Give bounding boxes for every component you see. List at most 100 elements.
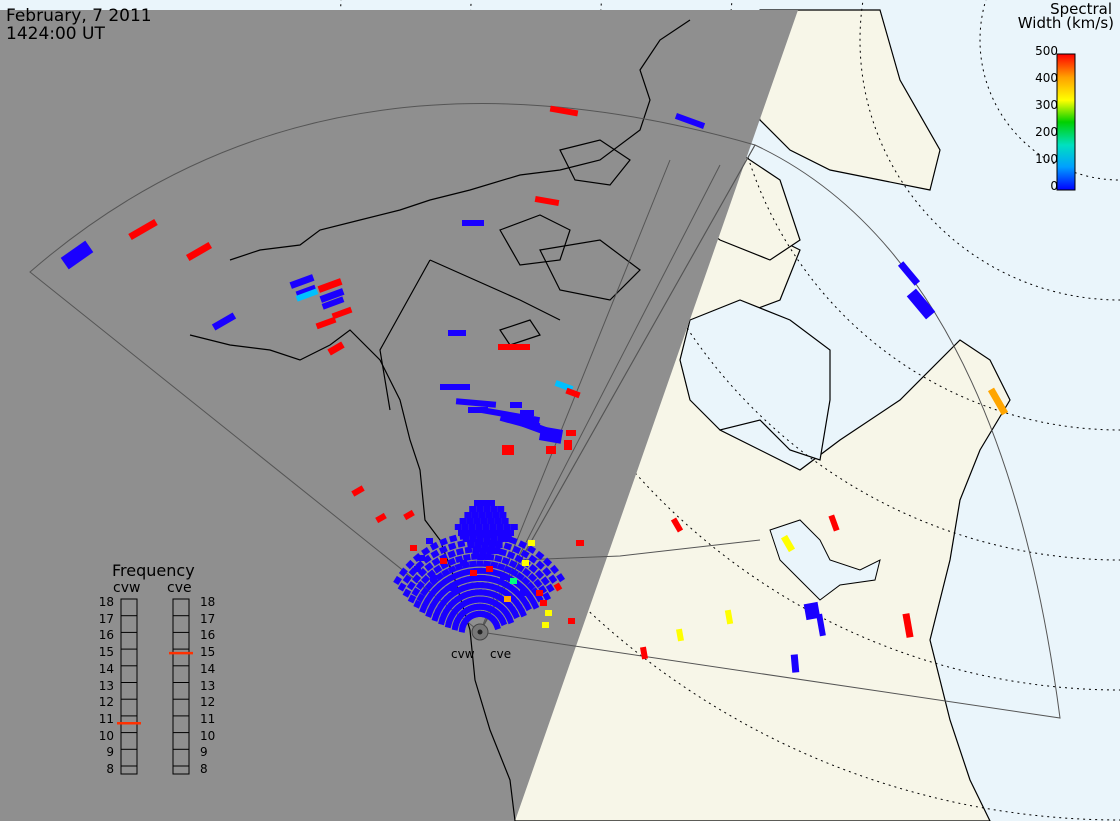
scatter-blob-cell (501, 518, 509, 524)
frequency-meter-cvw (120, 598, 138, 775)
scatter-fan-cell (422, 554, 432, 564)
scatter-blob-cell (473, 518, 481, 524)
scatter-cell (426, 538, 433, 544)
scatter-blob-cell (483, 506, 491, 512)
scatter-blob-cell (488, 542, 496, 548)
scatter-cell (317, 278, 343, 293)
scatter-cell (897, 261, 921, 286)
scatter-fan-cell (498, 617, 508, 627)
scatter-fan-cell (429, 541, 439, 551)
scatter-cell (520, 590, 527, 596)
scatter-fan-cell (521, 576, 531, 586)
scatter-fan-cell (449, 534, 458, 543)
scatter-cell (568, 618, 575, 624)
scatter-fan-cell (411, 587, 421, 597)
scatter-fan-cell (412, 574, 422, 584)
scatter-fan-cell (438, 545, 448, 554)
scatter-fan-cell (397, 582, 407, 592)
scatter-fan-cell (472, 574, 480, 582)
scatter-cell (780, 534, 796, 553)
scatter-fan-cell (447, 557, 457, 566)
frequency-tick-label: 14 (200, 661, 216, 676)
frequency-tick-label: 12 (200, 695, 216, 710)
scatter-fan-cell (542, 557, 553, 567)
scatter-fan-cell (424, 562, 434, 572)
scatter-fan-cell (447, 565, 457, 574)
scatter-blob-cell (469, 506, 477, 512)
scatter-fan-cell (447, 550, 456, 559)
scatter-cell (440, 384, 470, 390)
frequency-tick-label: 9 (106, 745, 114, 760)
scatter-fan-cell (457, 540, 466, 548)
scatter-cell (462, 220, 484, 226)
colorbar-tick-label: 0 (1050, 179, 1058, 193)
scatter-fan-cell (476, 560, 484, 567)
scatter-blob-cell (490, 536, 498, 542)
scatter-blob-cell (476, 536, 484, 542)
scatter-cell (528, 540, 535, 546)
scatter-blob-cell (481, 542, 489, 548)
scatter-fan-cell (462, 553, 471, 562)
scatter-blob-cell (488, 500, 495, 506)
scatter-blob-cell (464, 512, 472, 518)
frequency-tick-label: 9 (200, 745, 208, 760)
scatter-fan-cell (508, 559, 518, 569)
scatter-cell (902, 613, 914, 638)
scatter-blob-cell (495, 542, 503, 548)
scatter-cell (414, 566, 421, 572)
scatter-cell (540, 600, 547, 606)
scatter-fan-cell (535, 550, 545, 560)
scatter-fan-cell (402, 588, 412, 598)
scatter-cell (538, 426, 564, 444)
scatter-fan-cell (431, 557, 441, 567)
frequency-tick-label: 18 (98, 595, 114, 609)
radar-site[interactable] (471, 623, 489, 641)
scatter-fan-cell (466, 575, 475, 583)
scatter-fan-cell (402, 574, 412, 584)
scatter-fan-cell (515, 572, 525, 582)
scatter-cell (410, 545, 417, 551)
scatter-blob-cell (466, 518, 474, 524)
scatter-blob-cell (507, 530, 514, 536)
scatter-cell (185, 241, 213, 262)
scatter-cell (502, 445, 514, 455)
scatter-fan-cell (433, 564, 443, 574)
scatter-blob-cell (486, 548, 494, 554)
map-time: 1424:00 UT (6, 24, 105, 44)
scatter-cell (987, 387, 1009, 416)
scatter-blob-cell (458, 530, 465, 536)
scatter-fan-cell (494, 554, 503, 563)
scatter-fan-cell (426, 569, 437, 579)
radar-label-cve: cve (490, 647, 512, 661)
scatter-cell (522, 560, 529, 566)
colorbar-tick-label: 100 (1035, 152, 1058, 166)
scatter-cell (450, 585, 457, 591)
scatter-blob-cell (487, 518, 495, 524)
scatter-blob-cell (479, 548, 487, 554)
scatter-blob-cell (500, 530, 507, 536)
scatter-fan-cell (503, 565, 513, 574)
scatter-fan-cell (528, 554, 538, 564)
scatter-cell (315, 316, 337, 330)
scatter-cell (295, 288, 319, 302)
scatter-fan-cell (520, 549, 530, 559)
frequency-tick-label: 15 (98, 645, 114, 660)
scatter-cell (549, 105, 579, 117)
scatter-cell (534, 195, 560, 207)
scatter-cell (676, 628, 684, 642)
cve-fov-outline (479, 144, 1061, 719)
scatter-fan-cell (509, 568, 519, 578)
scatter-blob-cell (490, 506, 498, 512)
scatter-blob-cell (497, 506, 505, 512)
scatter-cell (576, 540, 584, 546)
scatter-blob-cell (469, 536, 477, 542)
scatter-fan-cell (435, 572, 445, 582)
scatter-cell (331, 306, 353, 320)
colorbar-tick-label: 300 (1035, 98, 1058, 112)
scatter-cell (670, 517, 684, 533)
scatter-fan-cell (419, 604, 428, 614)
scatter-fan-cell (478, 574, 486, 582)
frequency-meters (117, 598, 193, 775)
legend-title: Spectral (1050, 0, 1112, 18)
